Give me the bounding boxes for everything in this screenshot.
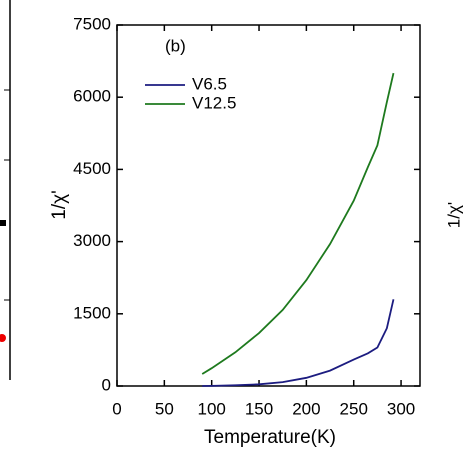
- series-line: [201, 72, 395, 375]
- y-tick-label: 1500: [73, 303, 111, 322]
- x-tick-label: 100: [198, 399, 226, 418]
- plot-frame: [116, 24, 421, 387]
- x-tick-label: 50: [155, 399, 174, 418]
- x-axis-label: Temperature(K): [204, 427, 336, 448]
- x-tick-label: 300: [387, 399, 415, 418]
- y-tick-label: 6000: [73, 87, 111, 106]
- panel-label: (b): [165, 36, 186, 55]
- x-tick-label: 150: [245, 399, 273, 418]
- legend-label: V6.5: [192, 74, 227, 93]
- x-tick-label: 200: [292, 399, 320, 418]
- y-axis-label: 1/χ': [49, 190, 70, 219]
- y-tick-label: 0: [102, 375, 111, 394]
- left-panel-dot: [0, 334, 6, 342]
- x-tick-label: 250: [340, 399, 368, 418]
- series-line: [202, 299, 395, 387]
- y-tick-label: 7500: [73, 14, 111, 33]
- legend-label: V12.5: [192, 93, 236, 112]
- right-panel-y-label: 1/χ': [444, 202, 463, 228]
- x-tick-label: 0: [112, 399, 121, 418]
- y-tick-label: 4500: [73, 159, 111, 178]
- y-tick-label: 3000: [73, 231, 111, 250]
- left-panel-square: [0, 220, 6, 226]
